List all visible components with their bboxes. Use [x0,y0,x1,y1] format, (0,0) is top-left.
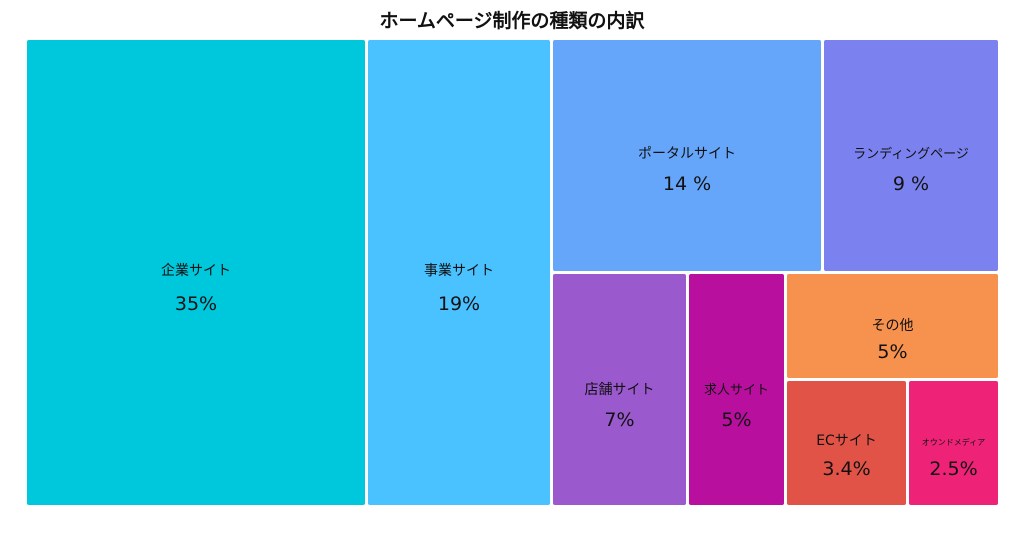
treemap-rect [909,381,998,505]
treemap-tile-9: オウンドメディア 2.5% [909,381,998,505]
tile-value-label: 7% [604,409,634,431]
treemap-rect [368,40,550,505]
treemap-tile-4: ランディングページ 9 % [824,40,998,271]
treemap-tile-2: 事業サイト 19% [368,40,550,505]
tile-name-label: その他 [872,318,914,334]
tile-value-label: 5% [721,409,751,431]
tile-name-label: 企業サイト [161,262,231,279]
tile-name-label: ポータルサイト [638,146,736,162]
tile-name-label: ランディングページ [853,146,969,162]
treemap-rect [689,274,784,505]
treemap-tile-8: ECサイト 3.4% [787,381,906,505]
treemap-tile-7: その他 5% [787,274,998,378]
tile-value-label: 19% [438,293,480,315]
tile-value-label: 35% [175,293,217,315]
tile-value-label: 5% [877,341,907,363]
chart-title: ホームページ制作の種類の内訳 [379,10,645,32]
tile-name-label: オウンドメディア [922,437,985,447]
treemap-tile-1: 企業サイト 35% [27,40,365,505]
tile-name-label: 事業サイト [424,263,494,279]
treemap-tile-6: 求人サイト 5% [689,274,784,505]
tile-name-label: 求人サイト [704,383,769,398]
tile-value-label: 3.4% [822,458,870,480]
treemap-rect [553,40,821,271]
treemap-rect [824,40,998,271]
treemap-tile-3: ポータルサイト 14 % [553,40,821,271]
treemap-rect [787,274,998,378]
tile-value-label: 9 % [893,173,929,195]
tile-name-label: ECサイト [816,433,877,449]
treemap-rect [27,40,365,505]
tile-name-label: 店舗サイト [585,382,655,398]
treemap-tile-5: 店舗サイト 7% [553,274,686,505]
treemap-rect [787,381,906,505]
tile-value-label: 2.5% [929,458,977,480]
treemap-rect [553,274,686,505]
tile-value-label: 14 % [663,173,711,195]
